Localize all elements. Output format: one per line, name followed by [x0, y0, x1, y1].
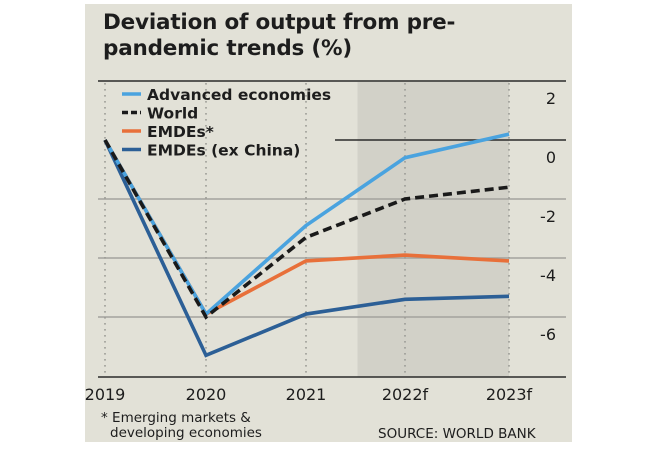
series-line-emdes-ex-china [103, 139, 510, 358]
footnote-line-2: developing economies [110, 425, 262, 441]
legend-label: Advanced economies [147, 86, 331, 104]
x-tick-label: 2021 [286, 385, 327, 404]
footnote: * Emerging markets & developing economie… [101, 411, 262, 441]
x-tick-label: 2022f [382, 385, 429, 404]
source-credit: SOURCE: WORLD BANK [378, 426, 536, 442]
y-tick-label: 2 [546, 89, 556, 108]
legend-label: EMDEs (ex China) [147, 142, 300, 160]
y-tick-label: -4 [540, 266, 556, 285]
x-tick-label: 2019 [85, 385, 126, 404]
y-tick-label: -6 [540, 325, 556, 344]
chart-title: Deviation of output from pre-pandemic tr… [103, 10, 456, 61]
y-tick-label: -2 [540, 207, 556, 226]
x-tick-label: 2020 [186, 385, 227, 404]
y-tick-label: 0 [546, 148, 556, 167]
legend-label: World [147, 105, 198, 123]
forecast-shaded-region [357, 82, 509, 377]
x-tick-label: 2023f [486, 385, 533, 404]
legend-label: EMDEs* [147, 123, 214, 141]
footnote-line-1: * Emerging markets & [101, 410, 251, 426]
